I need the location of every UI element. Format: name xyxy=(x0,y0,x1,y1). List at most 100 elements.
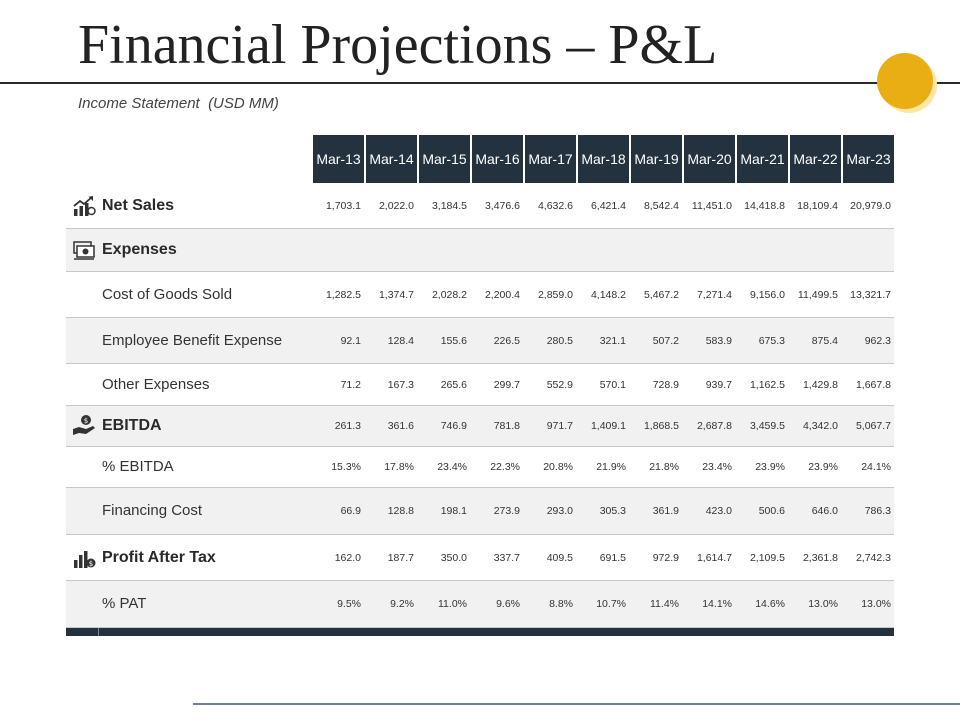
value-cell: 14.1% xyxy=(682,581,735,628)
table-subtitle: Income Statement (USD MM) xyxy=(78,95,279,112)
value-cell: 875.4 xyxy=(788,318,841,364)
row-label: % EBITDA xyxy=(102,458,174,475)
value-cell: 24.1% xyxy=(841,447,894,488)
value-cell: 2,361.8 xyxy=(788,535,841,581)
value-cell: 15.3% xyxy=(311,447,364,488)
value-cell: 13,321.7 xyxy=(841,272,894,318)
value-cell xyxy=(523,229,576,272)
row-label-cell: Other Expenses xyxy=(66,364,311,406)
value-cell: 939.7 xyxy=(682,364,735,406)
value-cell xyxy=(629,229,682,272)
value-cell: 9.2% xyxy=(364,581,417,628)
value-cell: 350.0 xyxy=(417,535,470,581)
value-cell: 11.0% xyxy=(417,581,470,628)
value-cell: 261.3 xyxy=(311,406,364,447)
row-label: Employee Benefit Expense xyxy=(102,331,283,349)
value-cell: 962.3 xyxy=(841,318,894,364)
value-cell xyxy=(788,229,841,272)
value-cell: 1,409.1 xyxy=(576,406,629,447)
bottom-divider xyxy=(193,703,960,705)
value-cell: 2,022.0 xyxy=(364,183,417,229)
value-cell: 9.5% xyxy=(311,581,364,628)
value-cell: 1,162.5 xyxy=(735,364,788,406)
table-row-financing-cost: Financing Cost 66.9 128.8 198.1 273.9 293.0 30… xyxy=(66,488,894,535)
value-cell: 305.3 xyxy=(576,488,629,535)
value-cell: 265.6 xyxy=(417,364,470,406)
value-cell: 92.1 xyxy=(311,318,364,364)
column-header-mar-18: Mar-18 xyxy=(576,135,629,183)
value-cell: 280.5 xyxy=(523,318,576,364)
value-cell: 22.3% xyxy=(470,447,523,488)
value-cell: 8,542.4 xyxy=(629,183,682,229)
value-cell: 1,282.5 xyxy=(311,272,364,318)
value-cell: 13.0% xyxy=(788,581,841,628)
svg-text:$: $ xyxy=(84,417,88,425)
value-cell: 226.5 xyxy=(470,318,523,364)
value-cell: 14.6% xyxy=(735,581,788,628)
row-label: Expenses xyxy=(102,241,177,258)
value-cell: 20,979.0 xyxy=(841,183,894,229)
row-label-cell: $ Profit After Tax xyxy=(66,535,311,581)
value-cell: 337.7 xyxy=(470,535,523,581)
value-cell: 293.0 xyxy=(523,488,576,535)
pl-table: Mar-13 Mar-14 Mar-15 Mar-16 Mar-17 Mar-18 Mar-… xyxy=(66,135,894,628)
value-cell: 128.8 xyxy=(364,488,417,535)
value-cell: 66.9 xyxy=(311,488,364,535)
value-cell: 21.9% xyxy=(576,447,629,488)
value-cell: 5,467.2 xyxy=(629,272,682,318)
value-cell: 2,742.3 xyxy=(841,535,894,581)
value-cell: 299.7 xyxy=(470,364,523,406)
row-label: EBITDA xyxy=(102,417,162,434)
column-header-mar-15: Mar-15 xyxy=(417,135,470,183)
value-cell xyxy=(735,229,788,272)
value-cell: 18,109.4 xyxy=(788,183,841,229)
table-row-other-expenses: Other Expenses 71.2 167.3 265.6 299.7 552.9 57… xyxy=(66,364,894,406)
row-label: Other Expenses xyxy=(102,375,210,393)
value-cell: 423.0 xyxy=(682,488,735,535)
value-cell: 162.0 xyxy=(311,535,364,581)
row-label: Cost of Goods Sold xyxy=(102,285,233,303)
value-cell: 11,499.5 xyxy=(788,272,841,318)
value-cell: 321.1 xyxy=(576,318,629,364)
value-cell: 17.8% xyxy=(364,447,417,488)
value-cell: 11,451.0 xyxy=(682,183,735,229)
row-label: Net Sales xyxy=(102,196,175,214)
value-cell: 4,632.6 xyxy=(523,183,576,229)
value-cell: 2,109.5 xyxy=(735,535,788,581)
value-cell: 361.9 xyxy=(629,488,682,535)
value-cell: 746.9 xyxy=(417,406,470,447)
value-cell xyxy=(682,229,735,272)
value-cell: 4,148.2 xyxy=(576,272,629,318)
table-row-profit-after-tax: $ Profit After Tax 162.0 187.7 350.0 337.7 409… xyxy=(66,535,894,581)
value-cell: 5,067.7 xyxy=(841,406,894,447)
value-cell: 2,687.8 xyxy=(682,406,735,447)
value-cell xyxy=(470,229,523,272)
row-label-cell: Employee Benefit Expense xyxy=(66,318,311,364)
accent-circle xyxy=(877,53,933,109)
value-cell: 500.6 xyxy=(735,488,788,535)
value-cell: 20.8% xyxy=(523,447,576,488)
value-cell: 13.0% xyxy=(841,581,894,628)
slide-title: Financial Projections – P&L xyxy=(78,14,718,76)
value-cell: 11.4% xyxy=(629,581,682,628)
value-cell: 10.7% xyxy=(576,581,629,628)
value-cell: 23.9% xyxy=(788,447,841,488)
value-cell: 786.3 xyxy=(841,488,894,535)
value-cell: 361.6 xyxy=(364,406,417,447)
value-cell xyxy=(576,229,629,272)
value-cell: 507.2 xyxy=(629,318,682,364)
value-cell: 23.9% xyxy=(735,447,788,488)
value-cell: 409.5 xyxy=(523,535,576,581)
value-cell: 273.9 xyxy=(470,488,523,535)
svg-text:$: $ xyxy=(89,560,93,568)
table-row-ebitda: $ EBITDA 261.3 361.6 746.9 781.8 971.7 1,409.1 1… xyxy=(66,406,894,447)
column-header-mar-22: Mar-22 xyxy=(788,135,841,183)
value-cell: 7,271.4 xyxy=(682,272,735,318)
value-cell: 675.3 xyxy=(735,318,788,364)
value-cell: 1,703.1 xyxy=(311,183,364,229)
table-row-cost-of-goods-sold: Cost of Goods Sold 1,282.5 1,374.7 2,028.2 2… xyxy=(66,272,894,318)
value-cell: 2,028.2 xyxy=(417,272,470,318)
value-cell: 14,418.8 xyxy=(735,183,788,229)
value-cell: 691.5 xyxy=(576,535,629,581)
value-cell: 2,859.0 xyxy=(523,272,576,318)
